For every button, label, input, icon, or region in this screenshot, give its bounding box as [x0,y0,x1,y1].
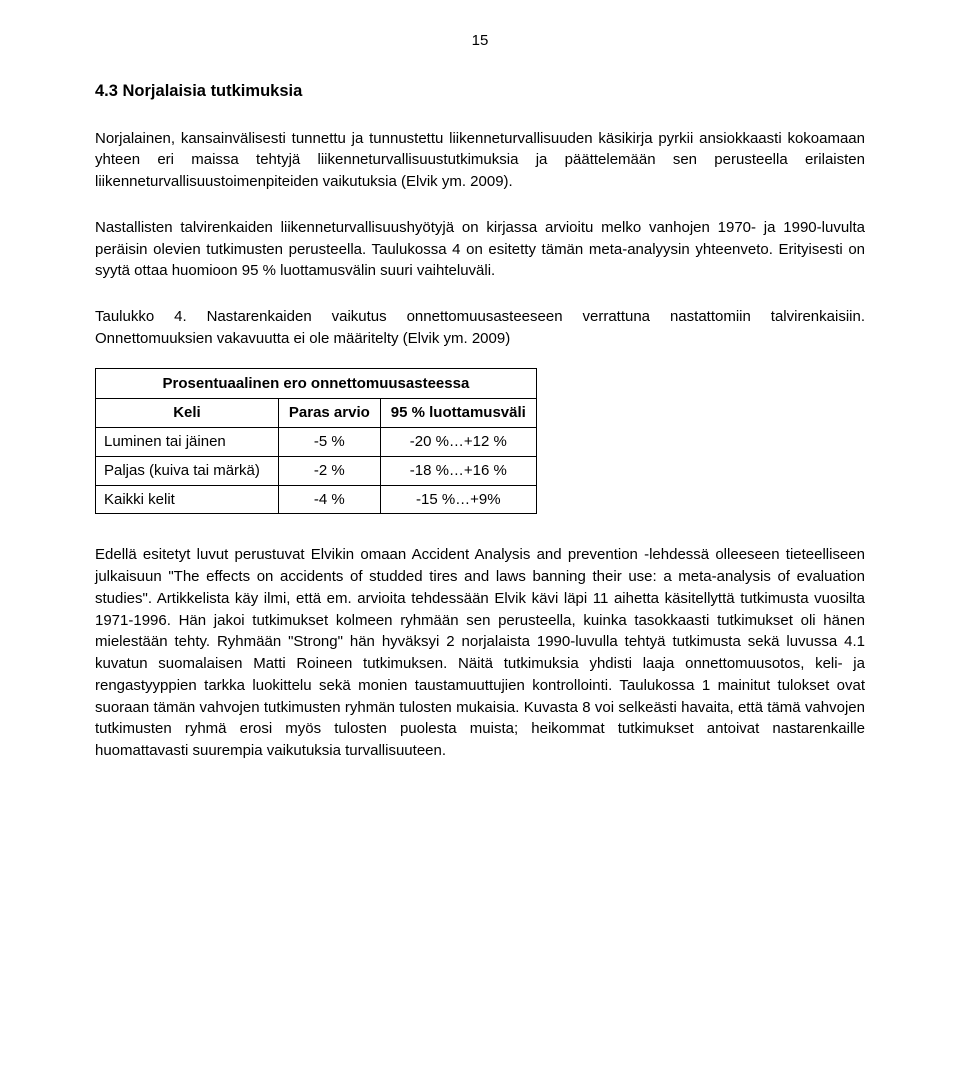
table-cell: -20 %…+12 % [380,428,536,457]
table-cell: -18 %…+16 % [380,456,536,485]
table-title: Prosentuaalinen ero onnettomuusasteessa [96,368,537,399]
table-row: Luminen tai jäinen -5 % -20 %…+12 % [96,428,537,457]
paragraph: Nastallisten talvirenkaiden liikenneturv… [95,217,865,282]
page-number: 15 [95,30,865,52]
section-heading: 4.3 Norjalaisia tutkimuksia [95,80,865,104]
table-col-header: Paras arvio [278,399,380,428]
table-row: Kaikki kelit -4 % -15 %…+9% [96,485,537,514]
paragraph: Edellä esitetyt luvut perustuvat Elvikin… [95,544,865,762]
table-cell: -4 % [278,485,380,514]
table-cell: -15 %…+9% [380,485,536,514]
table-cell: -2 % [278,456,380,485]
table-col-header: Keli [96,399,279,428]
document-page: 15 4.3 Norjalaisia tutkimuksia Norjalain… [0,0,960,826]
table-cell: Kaikki kelit [96,485,279,514]
paragraph: Norjalainen, kansainvälisesti tunnettu j… [95,128,865,193]
table-cell: Paljas (kuiva tai märkä) [96,456,279,485]
table-cell: Luminen tai jäinen [96,428,279,457]
accident-rate-table: Prosentuaalinen ero onnettomuusasteessa … [95,368,537,515]
table-col-header: 95 % luottamusväli [380,399,536,428]
table-row: Paljas (kuiva tai märkä) -2 % -18 %…+16 … [96,456,537,485]
table-caption: Taulukko 4. Nastarenkaiden vaikutus onne… [95,306,865,350]
table-cell: -5 % [278,428,380,457]
